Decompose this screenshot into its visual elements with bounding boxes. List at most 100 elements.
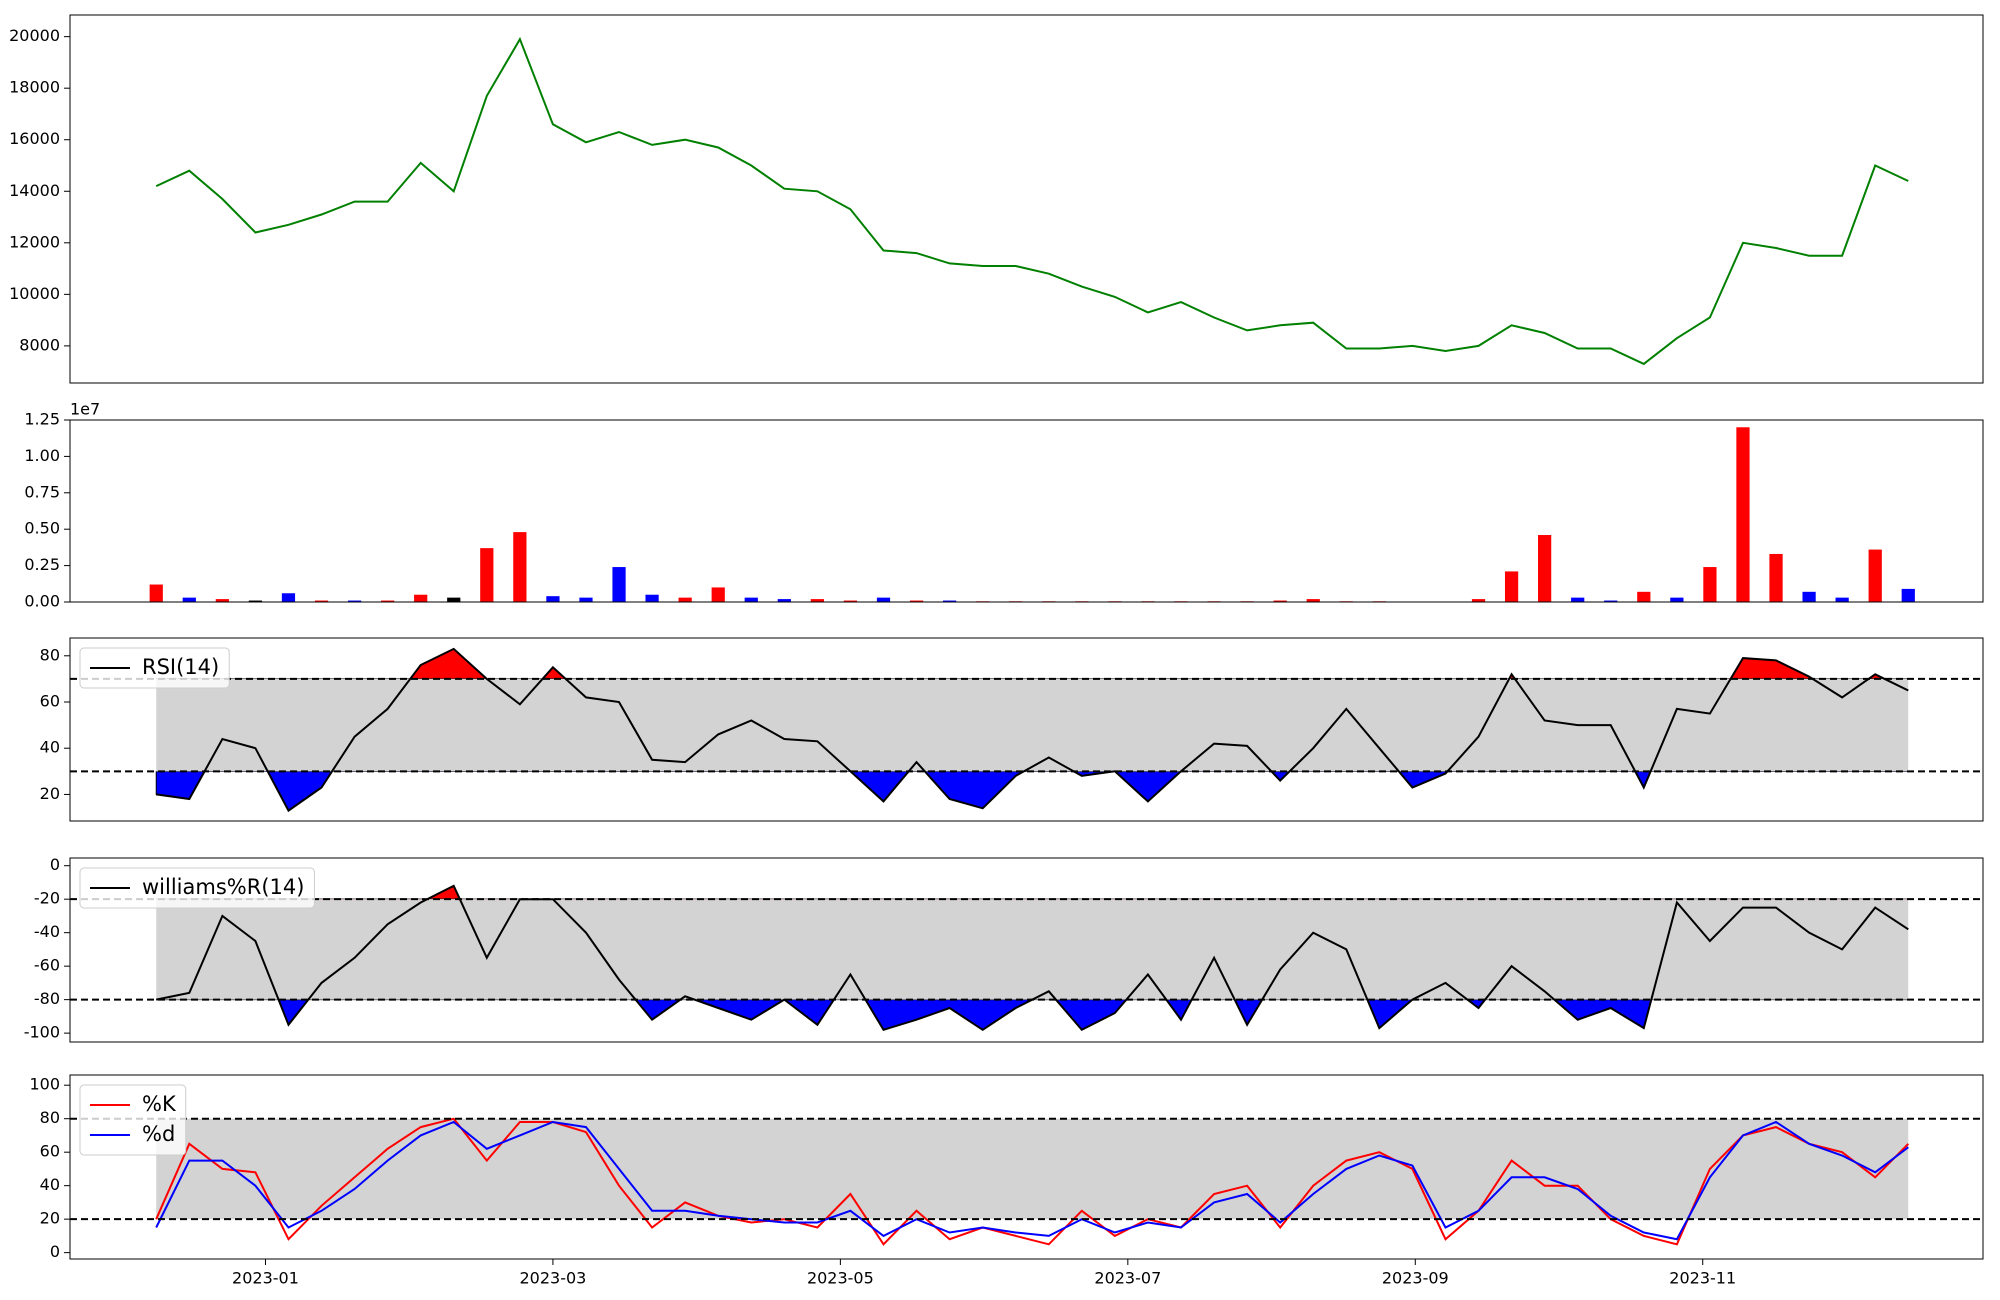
y-tick-label: 1.25 (24, 410, 60, 429)
offset-label: 1e7 (70, 400, 100, 419)
y-tick-label: 20000 (9, 26, 60, 45)
line (155, 36, 1909, 366)
volume-bar (1835, 597, 1849, 602)
volume-bar (314, 600, 329, 602)
volume-bar (909, 600, 924, 602)
volume-bar (1538, 535, 1552, 602)
volume-bar (678, 597, 692, 602)
x-tick-label: 2023-09 (1382, 1269, 1449, 1288)
volume-bar (414, 594, 428, 602)
y-tick-label: 40 (40, 738, 60, 757)
y-tick-label: 0.25 (24, 555, 60, 574)
y-tick-label: 40 (40, 1175, 60, 1194)
volume-bar (612, 567, 626, 602)
y-tick-label: 60 (40, 692, 60, 711)
volume-bar (777, 599, 791, 602)
y-tick-label: 8000 (19, 335, 60, 354)
volume-bar (744, 597, 758, 602)
y-tick-label: 0.50 (24, 519, 60, 538)
y-tick-label: 80 (40, 645, 60, 664)
volume-bar (480, 548, 494, 602)
volume-bar (1273, 600, 1287, 602)
line (156, 647, 1909, 813)
volume-bar (182, 597, 196, 602)
band (156, 899, 1909, 1000)
volume-bar (711, 587, 725, 602)
plot-area (155, 884, 1909, 1032)
x-tick-label: 2023-05 (807, 1269, 874, 1288)
y-tick-label: -100 (24, 1023, 60, 1042)
volume-bar (1736, 427, 1750, 602)
volume-bar (1571, 597, 1585, 602)
y-tick-label: 18000 (9, 78, 60, 97)
x-tick-label: 2023-07 (1094, 1269, 1161, 1288)
frame (69, 14, 1984, 384)
legend-box (79, 647, 230, 689)
legend-box (79, 1084, 187, 1156)
legend-label: williams%R(14) (142, 875, 304, 899)
band (156, 1118, 1909, 1220)
volume-bar (579, 597, 593, 602)
volume-bar (447, 597, 461, 602)
volume-bar (347, 600, 362, 602)
x-tick-label: 2023-03 (519, 1269, 586, 1288)
volume-bar (215, 599, 229, 602)
x-tick-label: 2023-01 (232, 1269, 299, 1288)
plot-area (149, 427, 1915, 602)
volume-bar (1306, 599, 1320, 602)
volume-bar (942, 600, 957, 602)
y-tick-label: 10000 (9, 284, 60, 303)
legend-label: %d (142, 1122, 175, 1146)
frame (69, 857, 1984, 1043)
volume-bar (513, 532, 527, 602)
volume-bar (1802, 591, 1816, 602)
volume-bar (1471, 599, 1486, 602)
frame (69, 419, 1984, 603)
y-tick-label: 0.00 (24, 592, 60, 611)
y-tick-label: 16000 (9, 129, 60, 148)
legend-box (79, 867, 315, 909)
volume-bar (1604, 600, 1618, 602)
plot-area (155, 1117, 1910, 1246)
legend-label: RSI(14) (142, 655, 219, 679)
y-tick-label: 12000 (9, 232, 60, 251)
volume-bar (1637, 591, 1651, 602)
y-tick-label: -80 (34, 989, 60, 1008)
frame (69, 1074, 1984, 1260)
y-tick-label: 1.00 (24, 446, 60, 465)
frame (69, 637, 1984, 822)
band (156, 678, 1909, 772)
y-tick-label: -60 (34, 956, 60, 975)
volume-bar (1504, 571, 1519, 602)
volume-bar (810, 599, 824, 602)
volume-bar (1769, 553, 1783, 602)
volume-bar (546, 596, 560, 602)
volume-bar (1670, 597, 1684, 602)
volume-bar (1703, 567, 1717, 602)
volume-bar (248, 600, 263, 602)
volume-bar (149, 584, 163, 602)
volume-bar (645, 594, 659, 602)
volume-bar (843, 600, 858, 602)
y-tick-label: 0.75 (24, 482, 60, 501)
y-tick-label: 80 (40, 1108, 60, 1127)
volume-bar (1868, 549, 1882, 602)
y-tick-label: 14000 (9, 181, 60, 200)
y-tick-label: 0 (50, 1242, 60, 1261)
legend-label: %K (142, 1092, 177, 1116)
volume-bar (381, 600, 395, 602)
volume-bar (1901, 588, 1915, 602)
y-tick-label: 60 (40, 1142, 60, 1161)
volume-bar (281, 593, 296, 602)
x-tick-label: 2023-11 (1669, 1269, 1736, 1288)
y-tick-label: 20 (40, 784, 60, 803)
y-tick-label: -20 (34, 889, 60, 908)
y-tick-label: -40 (34, 922, 60, 941)
line (155, 1117, 1910, 1246)
volume-bar (876, 597, 891, 602)
y-tick-label: 20 (40, 1209, 60, 1228)
plot-area (155, 36, 1909, 366)
y-tick-label: 100 (29, 1075, 60, 1094)
y-tick-label: 0 (50, 855, 60, 874)
